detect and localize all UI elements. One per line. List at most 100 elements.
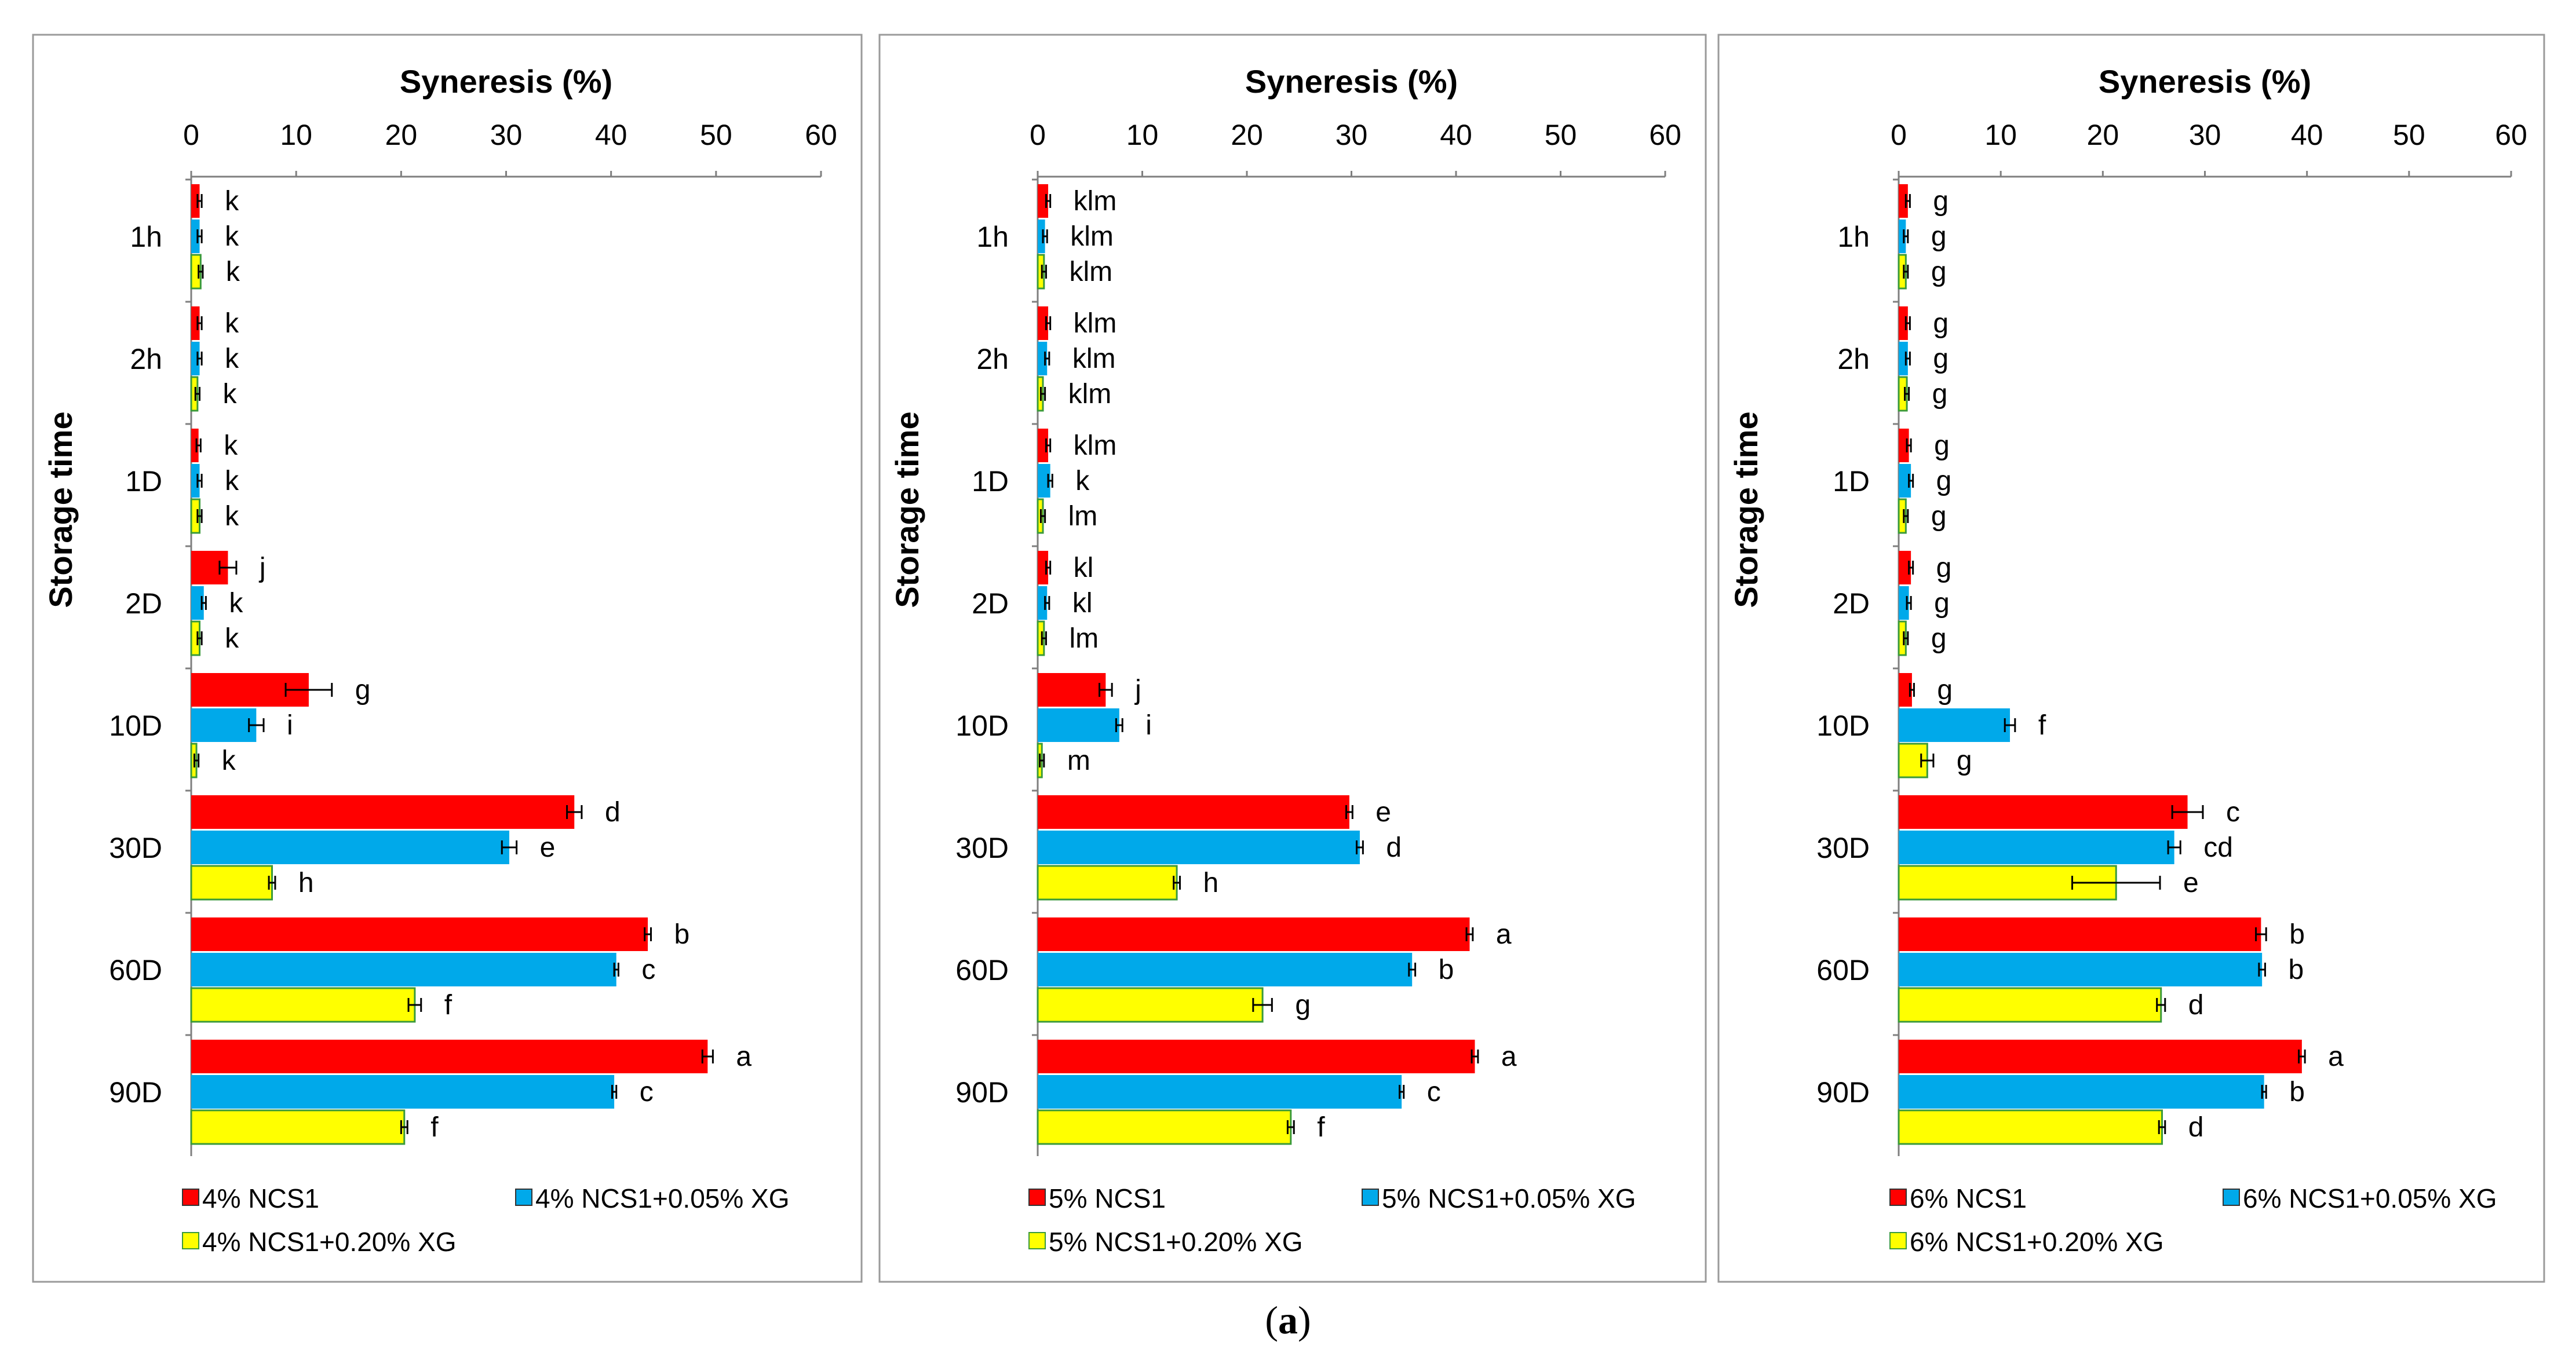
x-axis-title: Syneresis (%) bbox=[1245, 63, 1458, 100]
data-label: k bbox=[225, 308, 239, 339]
data-label: c bbox=[640, 1077, 654, 1107]
panel-frame bbox=[1717, 34, 2545, 1283]
data-label: k bbox=[222, 745, 236, 776]
bar bbox=[1038, 586, 1048, 620]
x-axis-title: Syneresis (%) bbox=[400, 63, 612, 100]
data-label: g bbox=[1931, 501, 1947, 532]
data-label: k bbox=[225, 623, 239, 654]
x-tick-label: 30 bbox=[2189, 119, 2221, 151]
x-tick-label: 50 bbox=[1545, 119, 1577, 151]
data-label: f bbox=[444, 990, 453, 1021]
bar bbox=[1038, 464, 1050, 498]
bar bbox=[1899, 342, 1908, 375]
data-label: k bbox=[222, 379, 237, 410]
y-tick-label: 1D bbox=[972, 465, 1009, 498]
bar bbox=[1038, 1040, 1475, 1073]
x-tick-label: 10 bbox=[1984, 119, 2017, 151]
data-label: d bbox=[2188, 990, 2204, 1021]
bar bbox=[190, 865, 273, 901]
y-tick-label: 90D bbox=[109, 1076, 162, 1109]
bar bbox=[191, 586, 204, 620]
y-tick-label: 30D bbox=[955, 832, 1009, 864]
data-label: f bbox=[2038, 710, 2046, 741]
data-label: d bbox=[2188, 1112, 2204, 1143]
data-label: b bbox=[2289, 1077, 2305, 1107]
data-label: kl bbox=[1072, 588, 1093, 619]
bar bbox=[1038, 1075, 1402, 1109]
bar bbox=[1038, 831, 1360, 864]
y-tick-label: 60D bbox=[1816, 954, 1870, 986]
data-label: k bbox=[225, 186, 239, 217]
y-tick-label: 90D bbox=[1816, 1076, 1870, 1109]
y-tick-label: 1h bbox=[1837, 221, 1870, 253]
bar bbox=[1899, 831, 2174, 864]
bar bbox=[191, 1040, 708, 1073]
data-label: g bbox=[1933, 308, 1949, 339]
bar bbox=[191, 1075, 615, 1109]
legend-label: 5% NCS1+0.05% XG bbox=[1382, 1183, 1636, 1213]
legend-swatch bbox=[1362, 1189, 1379, 1206]
data-label: g bbox=[1934, 588, 1950, 619]
data-label: k bbox=[224, 430, 238, 461]
bar bbox=[1899, 220, 1906, 253]
y-tick-label: 10D bbox=[109, 710, 162, 742]
bar bbox=[1899, 1075, 2264, 1109]
bar bbox=[1899, 953, 2263, 986]
data-label: f bbox=[430, 1112, 439, 1143]
data-label: c bbox=[1427, 1077, 1441, 1107]
bar bbox=[191, 464, 200, 498]
y-tick-label: 90D bbox=[955, 1076, 1009, 1109]
y-tick-label: 30D bbox=[1816, 832, 1870, 864]
data-label: g bbox=[1957, 745, 1972, 776]
data-label: a bbox=[736, 1041, 751, 1072]
data-label: cd bbox=[2203, 832, 2233, 863]
bar bbox=[1038, 953, 1413, 986]
x-tick-label: 60 bbox=[805, 119, 837, 151]
bar bbox=[1899, 429, 1909, 462]
data-label: j bbox=[1134, 675, 1141, 705]
bar bbox=[1038, 429, 1049, 462]
x-tick-label: 40 bbox=[1440, 119, 1472, 151]
bar bbox=[191, 953, 616, 986]
data-label: f bbox=[1317, 1112, 1325, 1143]
chart-panel-3: Syneresis (%) 0 10 20 30 40 50 60 Storage time 1h… bbox=[1717, 34, 2545, 1283]
bar bbox=[1899, 464, 1911, 498]
y-tick-label: 60D bbox=[109, 954, 162, 986]
legend-swatch bbox=[2223, 1189, 2240, 1206]
y-tick-label: 2h bbox=[976, 343, 1009, 375]
x-tick-label: 50 bbox=[2393, 119, 2425, 151]
x-tick-label: 0 bbox=[1030, 119, 1046, 151]
data-label: g bbox=[1933, 186, 1949, 217]
y-tick-label: 2D bbox=[125, 587, 162, 620]
data-label: e bbox=[540, 832, 556, 863]
x-tick-label: 60 bbox=[1649, 119, 1681, 151]
y-tick-label: 2D bbox=[972, 587, 1009, 620]
data-label: g bbox=[355, 675, 371, 705]
bar bbox=[1038, 342, 1048, 375]
bar bbox=[1038, 551, 1049, 584]
data-label: klm bbox=[1069, 257, 1112, 287]
data-label: c bbox=[2226, 797, 2240, 828]
data-label: klm bbox=[1074, 308, 1117, 339]
data-label: b bbox=[674, 919, 690, 950]
bar bbox=[1899, 586, 1909, 620]
bar bbox=[1038, 220, 1045, 253]
data-label: k bbox=[229, 588, 243, 619]
legend-swatch bbox=[1889, 1189, 1907, 1206]
bar bbox=[191, 795, 575, 829]
data-label: e bbox=[2183, 868, 2199, 898]
bar bbox=[1899, 795, 2188, 829]
bar bbox=[1038, 708, 1119, 742]
panel-frame bbox=[32, 34, 863, 1283]
y-tick-label: 10D bbox=[955, 710, 1009, 742]
data-label: g bbox=[1933, 343, 1949, 374]
data-label: i bbox=[1145, 710, 1152, 741]
x-tick-label: 40 bbox=[595, 119, 627, 151]
data-label: kl bbox=[1074, 553, 1094, 583]
x-tick-label: 40 bbox=[2291, 119, 2323, 151]
legend-label: 4% NCS1 bbox=[202, 1183, 319, 1213]
data-label: a bbox=[1501, 1041, 1517, 1072]
bar bbox=[1899, 673, 1912, 707]
bar bbox=[1038, 184, 1049, 218]
data-label: g bbox=[1934, 430, 1950, 461]
